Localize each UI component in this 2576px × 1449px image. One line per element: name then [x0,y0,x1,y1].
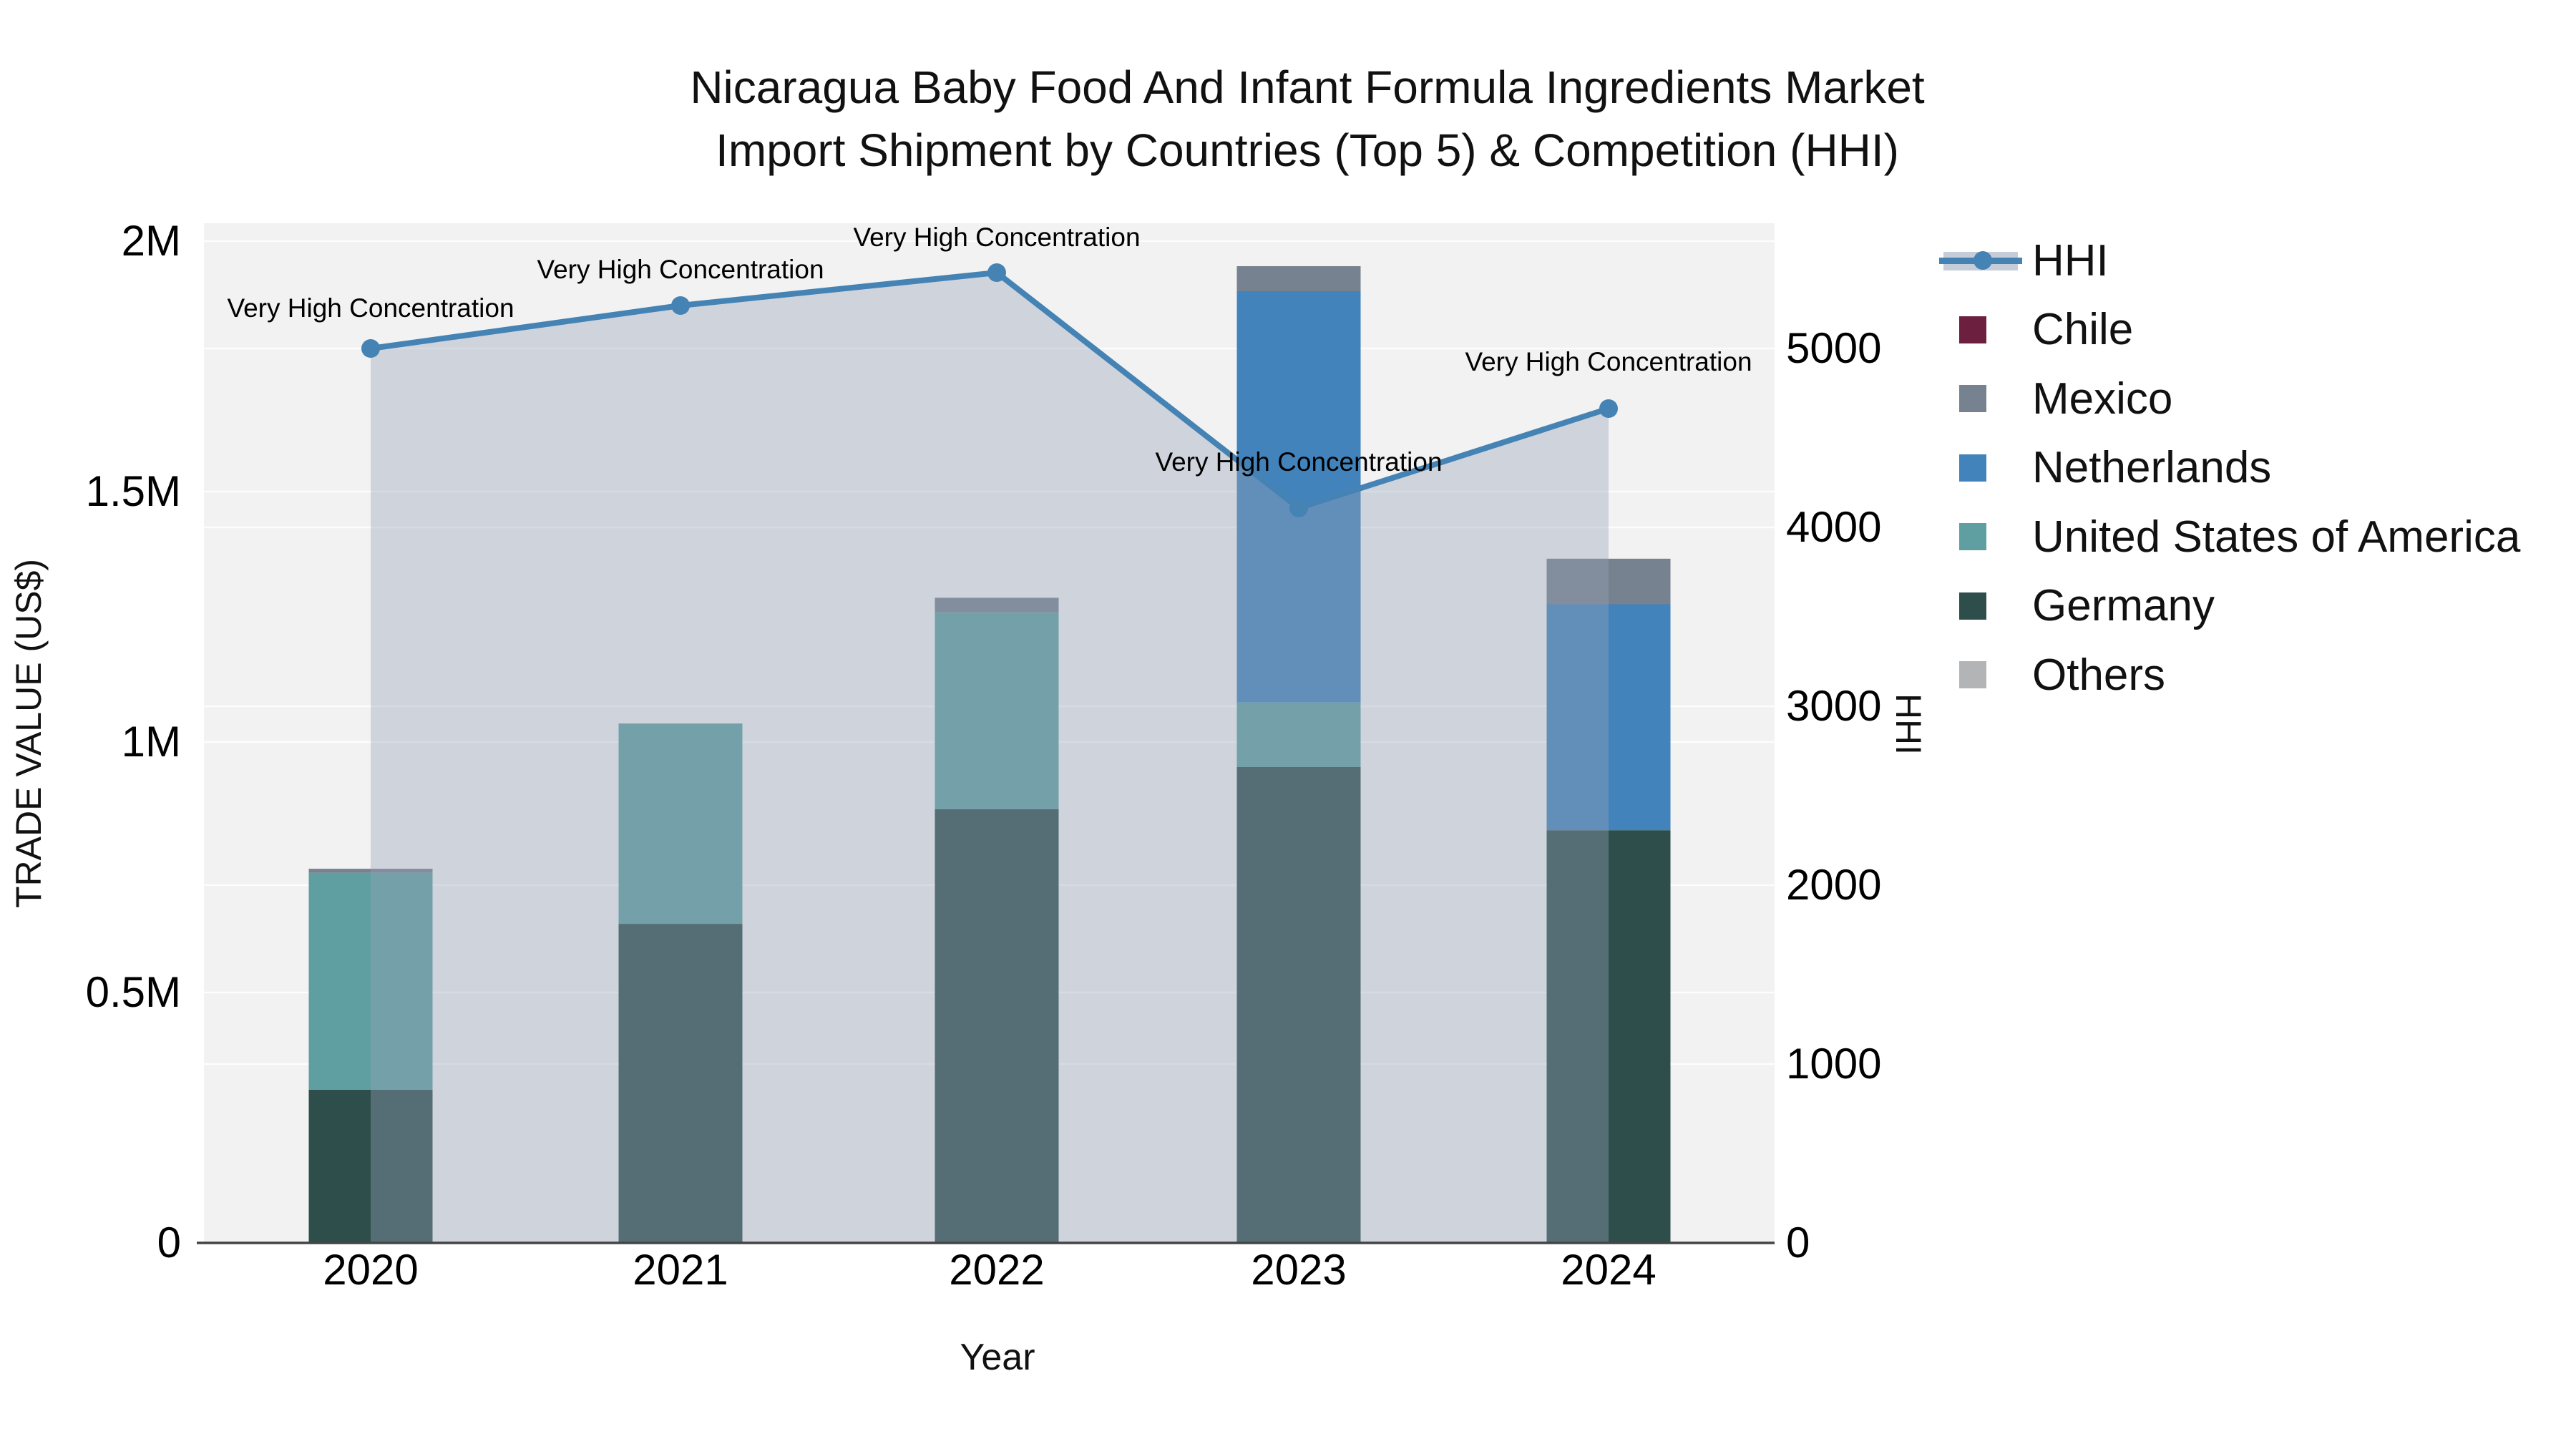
y-right-tick-5000: 5000 [1786,324,1881,372]
bar-segment-united-states-of-america-2022[interactable] [935,612,1059,809]
hhi-marker-2021[interactable] [671,296,690,315]
bar-segment-mexico-2020[interactable] [308,869,433,873]
y-right-tick-1000: 1000 [1786,1040,1881,1088]
bar-segment-germany-2022[interactable] [935,809,1059,1243]
y-right-tick-4000: 4000 [1786,503,1881,551]
bar-segment-mexico-2022[interactable] [935,597,1059,613]
x-tick-2023[interactable]: 2023 [1251,1246,1346,1294]
y-right-tick-2000: 2000 [1786,861,1881,909]
y-axis-title-left: TRADE VALUE (US$) [9,558,49,909]
chart-title-line2: Import Shipment by Countries (Top 5) & C… [716,125,1899,177]
annotation-very-high-concentration-2020: Very High Concentration [227,293,514,323]
y-axis-title-right: HHI [1888,693,1928,756]
bar-segment-united-states-of-america-2023[interactable] [1236,702,1361,767]
chart-title-line1: Nicaragua Baby Food And Infant Formula I… [690,62,1925,113]
legend-item-hhi[interactable]: HHI [1939,235,2109,286]
legend-item-chile[interactable]: Chile [1943,305,2133,355]
legend-label: Chile [2032,305,2134,354]
annotation-very-high-concentration-2022: Very High Concentration [853,223,1140,252]
bar-segment-germany-2024[interactable] [1546,830,1671,1243]
legend-label: Netherlands [2032,443,2272,492]
legend-label: Others [2032,650,2166,700]
y-right-tick-3000: 3000 [1786,682,1881,730]
y-left-tick-0: 0 [157,1219,181,1267]
bar-segment-mexico-2023[interactable] [1236,266,1361,291]
legend-label: HHI [2032,235,2109,286]
legend-swatch-icon [1943,443,2022,493]
legend-swatch-icon [1943,305,2022,355]
legend-label: United States of America [2032,512,2521,562]
legend-swatch-icon [1943,374,2022,424]
chart-title: Nicaragua Baby Food And Infant Formula I… [690,56,1924,182]
legend-swatch-icon [1943,512,2022,562]
x-tick-2022[interactable]: 2022 [949,1246,1044,1294]
y-left-tick-1.5M: 1.5M [86,467,181,515]
hhi-marker-2023[interactable] [1289,499,1308,517]
x-tick-2024[interactable]: 2024 [1561,1246,1656,1294]
legend-item-others[interactable]: Others [1943,650,2165,700]
legend-item-mexico[interactable]: Mexico [1943,374,2172,424]
hhi-line-legend-icon [1939,235,2022,286]
legend-swatch-icon [1943,581,2022,631]
annotation-very-high-concentration-2024: Very High Concentration [1465,347,1752,376]
hhi-marker-2024[interactable] [1599,399,1618,418]
legend-item-germany[interactable]: Germany [1943,581,2215,631]
legend-label: Mexico [2032,374,2173,424]
legend-swatch-icon [1943,650,2022,700]
y-left-tick-1M: 1M [122,718,181,766]
bar-segment-netherlands-2024[interactable] [1546,604,1671,831]
bar-segment-mexico-2024[interactable] [1546,558,1671,605]
bar-segment-germany-2020[interactable] [308,1089,433,1243]
annotation-very-high-concentration-2021: Very High Concentration [537,255,824,284]
bar-segment-germany-2023[interactable] [1236,767,1361,1243]
hhi-marker-2020[interactable] [361,339,380,358]
legend-item-united-states-of-america[interactable]: United States of America [1943,512,2520,562]
x-tick-2020[interactable]: 2020 [323,1246,418,1294]
y-left-tick-2M: 2M [122,217,181,265]
bar-segment-united-states-of-america-2021[interactable] [618,723,743,924]
y-right-tick-0: 0 [1786,1219,1810,1267]
x-tick-2021[interactable]: 2021 [633,1246,728,1294]
hhi-marker-2022[interactable] [987,263,1006,282]
legend-item-netherlands[interactable]: Netherlands [1943,443,2271,493]
annotation-very-high-concentration-2023: Very High Concentration [1155,447,1442,477]
legend-label: Germany [2032,581,2215,630]
y-left-tick-0.5M: 0.5M [86,968,181,1016]
bar-segment-germany-2021[interactable] [618,924,743,1243]
bar-segment-united-states-of-america-2020[interactable] [308,872,433,1090]
x-axis-title: Year [960,1337,1035,1378]
